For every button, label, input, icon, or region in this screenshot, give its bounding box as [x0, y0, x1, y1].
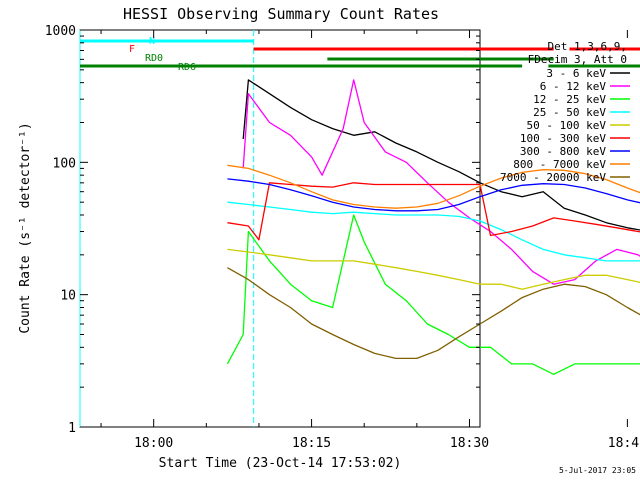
- night-flag-label: N: [149, 36, 155, 47]
- legend-entry-label: 25 - 50 keV: [533, 106, 606, 119]
- series-layer: [226, 79, 640, 375]
- y-tick-label: 100: [53, 156, 76, 171]
- x-tick-label: 18:30: [450, 436, 489, 451]
- y-axis-label: Count Rate (s⁻¹ detector⁻¹): [18, 122, 33, 333]
- x-tick-label: 18:15: [292, 436, 331, 451]
- legend-header-line: FDecim 3, Att 0: [528, 53, 627, 66]
- series-line: [227, 248, 640, 290]
- flare-flag-label: F: [129, 44, 135, 55]
- legend-entry-label: 300 - 800 keV: [520, 145, 606, 158]
- y-tick-label: 1: [68, 421, 76, 436]
- legend-entry-label: 100 - 300 keV: [520, 132, 606, 145]
- axes: 110100100018:0018:1518:3018:4519:0019:15…: [45, 24, 640, 451]
- x-tick-label: 18:45: [608, 436, 640, 451]
- legend-entry-label: 7000 - 20000 keV: [500, 171, 606, 184]
- footer-date: 5-Jul-2017 23:05: [559, 466, 636, 475]
- series-line: [242, 79, 640, 231]
- legend-entry-label: 50 - 100 keV: [527, 119, 607, 132]
- series-line: [227, 164, 640, 209]
- legend-entry-label: 6 - 12 keV: [540, 80, 607, 93]
- rd0-flag-label: RD0: [145, 53, 163, 64]
- series-line: [227, 201, 640, 262]
- series-line: [227, 178, 640, 212]
- x-axis-label: Start Time (23-Oct-14 17:53:02): [159, 456, 402, 471]
- series-line: [226, 214, 640, 375]
- y-tick-label: 1000: [45, 24, 76, 39]
- legend-entry-label: 3 - 6 keV: [546, 67, 606, 80]
- legend-entry-label: 800 - 7000 keV: [513, 158, 606, 171]
- x-tick-label: 18:00: [134, 436, 173, 451]
- series-line: [227, 267, 640, 360]
- y-tick-label: 10: [60, 289, 76, 304]
- legend-entry-label: 12 - 25 keV: [533, 93, 606, 106]
- series-line: [242, 79, 640, 285]
- legend-header-line: Det 1,3,6,9,: [548, 40, 627, 53]
- chart-title: HESSI Observing Summary Count Rates: [123, 5, 439, 23]
- rd6-flag-label: RD6: [178, 62, 196, 73]
- observing-flags: N F RD0 RD6: [79, 30, 640, 427]
- series-line: [227, 182, 640, 241]
